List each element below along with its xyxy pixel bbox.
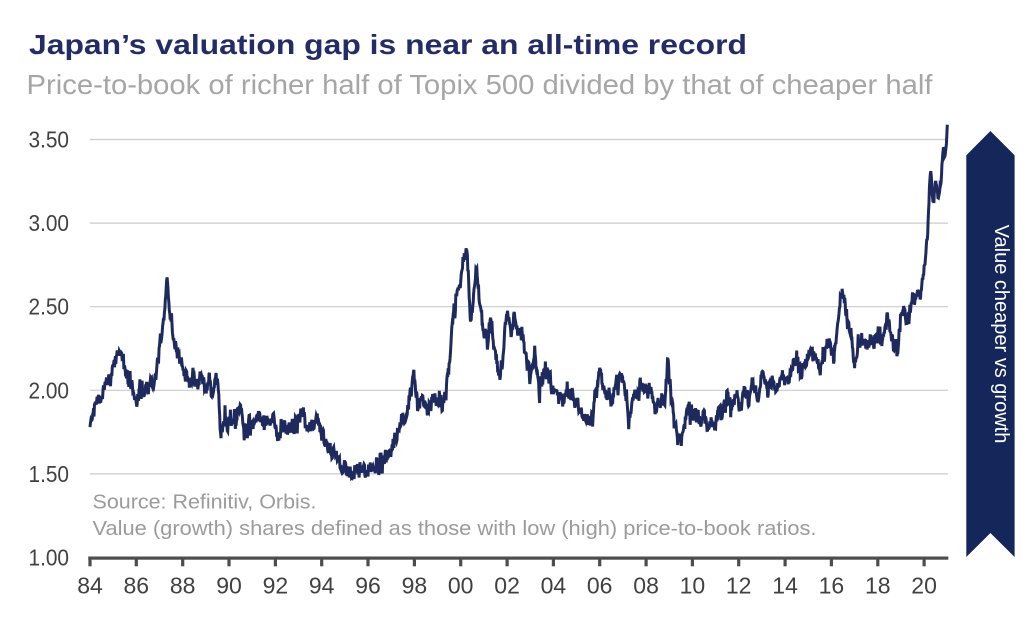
svg-text:20: 20 [911, 573, 937, 599]
svg-text:1.00: 1.00 [29, 545, 70, 571]
svg-text:3.00: 3.00 [29, 210, 70, 236]
svg-text:90: 90 [216, 573, 242, 599]
svg-text:14: 14 [772, 573, 798, 599]
svg-text:96: 96 [355, 573, 381, 599]
svg-text:3.50: 3.50 [29, 127, 70, 153]
svg-text:02: 02 [494, 573, 520, 599]
svg-text:18: 18 [865, 573, 891, 599]
svg-text:1.50: 1.50 [29, 461, 70, 487]
svg-text:00: 00 [448, 573, 474, 599]
svg-text:98: 98 [402, 573, 428, 599]
svg-text:2.00: 2.00 [29, 377, 70, 403]
svg-text:88: 88 [170, 573, 196, 599]
svg-text:2.50: 2.50 [29, 294, 70, 320]
svg-text:92: 92 [263, 573, 289, 599]
svg-text:Source: Refinitiv, Orbis.: Source: Refinitiv, Orbis. [93, 491, 317, 514]
svg-text:Japan’s valuation gap is near: Japan’s valuation gap is near an all-tim… [29, 29, 747, 60]
svg-text:12: 12 [726, 573, 752, 599]
svg-text:16: 16 [819, 573, 845, 599]
svg-text:06: 06 [587, 573, 613, 599]
svg-text:84: 84 [77, 573, 103, 599]
svg-text:08: 08 [633, 573, 659, 599]
svg-text:94: 94 [309, 573, 335, 599]
svg-text:04: 04 [541, 573, 567, 599]
svg-text:Value cheaper vs growth: Value cheaper vs growth [990, 225, 1012, 444]
svg-text:10: 10 [680, 573, 706, 599]
svg-text:Price-to-book of richer half o: Price-to-book of richer half of Topix 50… [27, 69, 933, 100]
svg-text:Value (growth) shares defined: Value (growth) shares defined as those w… [93, 517, 817, 540]
svg-text:86: 86 [124, 573, 150, 599]
